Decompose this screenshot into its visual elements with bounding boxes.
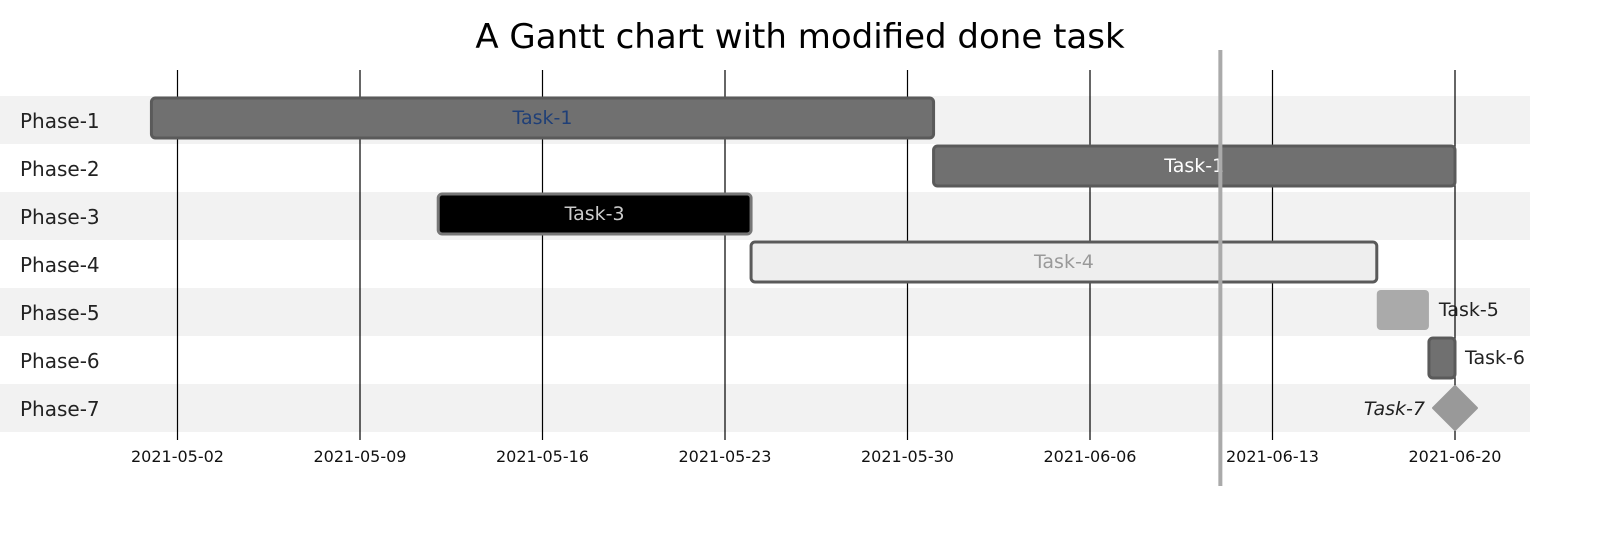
phase-label: Phase-3 [20,205,100,229]
task-label: Task-3 [564,203,625,225]
x-tick-label: 2021-05-30 [861,447,954,466]
x-tick-label: 2021-05-16 [496,447,589,466]
x-tick-label: 2021-06-20 [1409,447,1502,466]
task-bar [1376,290,1429,330]
phase-label: Phase-2 [20,157,100,181]
phase-labels: Phase-1 Phase-2 Phase-3 Phase-4 Phase-5 Phase… [20,109,100,421]
phase-label: Phase-7 [20,397,100,421]
x-tick-label: 2021-05-02 [131,447,224,466]
task-bar [1427,336,1457,380]
task-milestone [1432,385,1478,431]
x-tick-label: 2021-05-23 [679,447,772,466]
phase-band [0,336,1530,384]
task-label: Task-5 [1438,299,1499,321]
phase-band [0,288,1530,336]
task-label: Task-1 [1163,155,1224,177]
task-label: Task-4 [1033,251,1094,273]
task-label: Task-7 [1364,398,1425,420]
x-tick-label: 2021-06-13 [1226,447,1319,466]
task-label: Task-6 [1464,347,1525,369]
chart-title: A Gantt chart with modified done task [475,17,1125,57]
phase-band [0,384,1530,432]
phase-label: Phase-6 [20,349,100,373]
phase-band [0,192,1530,240]
x-tick-label: 2021-05-09 [314,447,407,466]
task-label: Task-1 [512,107,573,129]
x-axis-tick-labels: 2021-05-02 2021-05-09 2021-05-16 2021-05-23… [131,447,1501,466]
task-bar [436,192,753,236]
phase-label: Phase-1 [20,109,100,133]
task-bar [932,144,1457,188]
task-bar [149,96,936,140]
phase-label: Phase-4 [20,253,100,277]
x-tick-label: 2021-06-06 [1044,447,1137,466]
phase-label: Phase-5 [20,301,100,325]
